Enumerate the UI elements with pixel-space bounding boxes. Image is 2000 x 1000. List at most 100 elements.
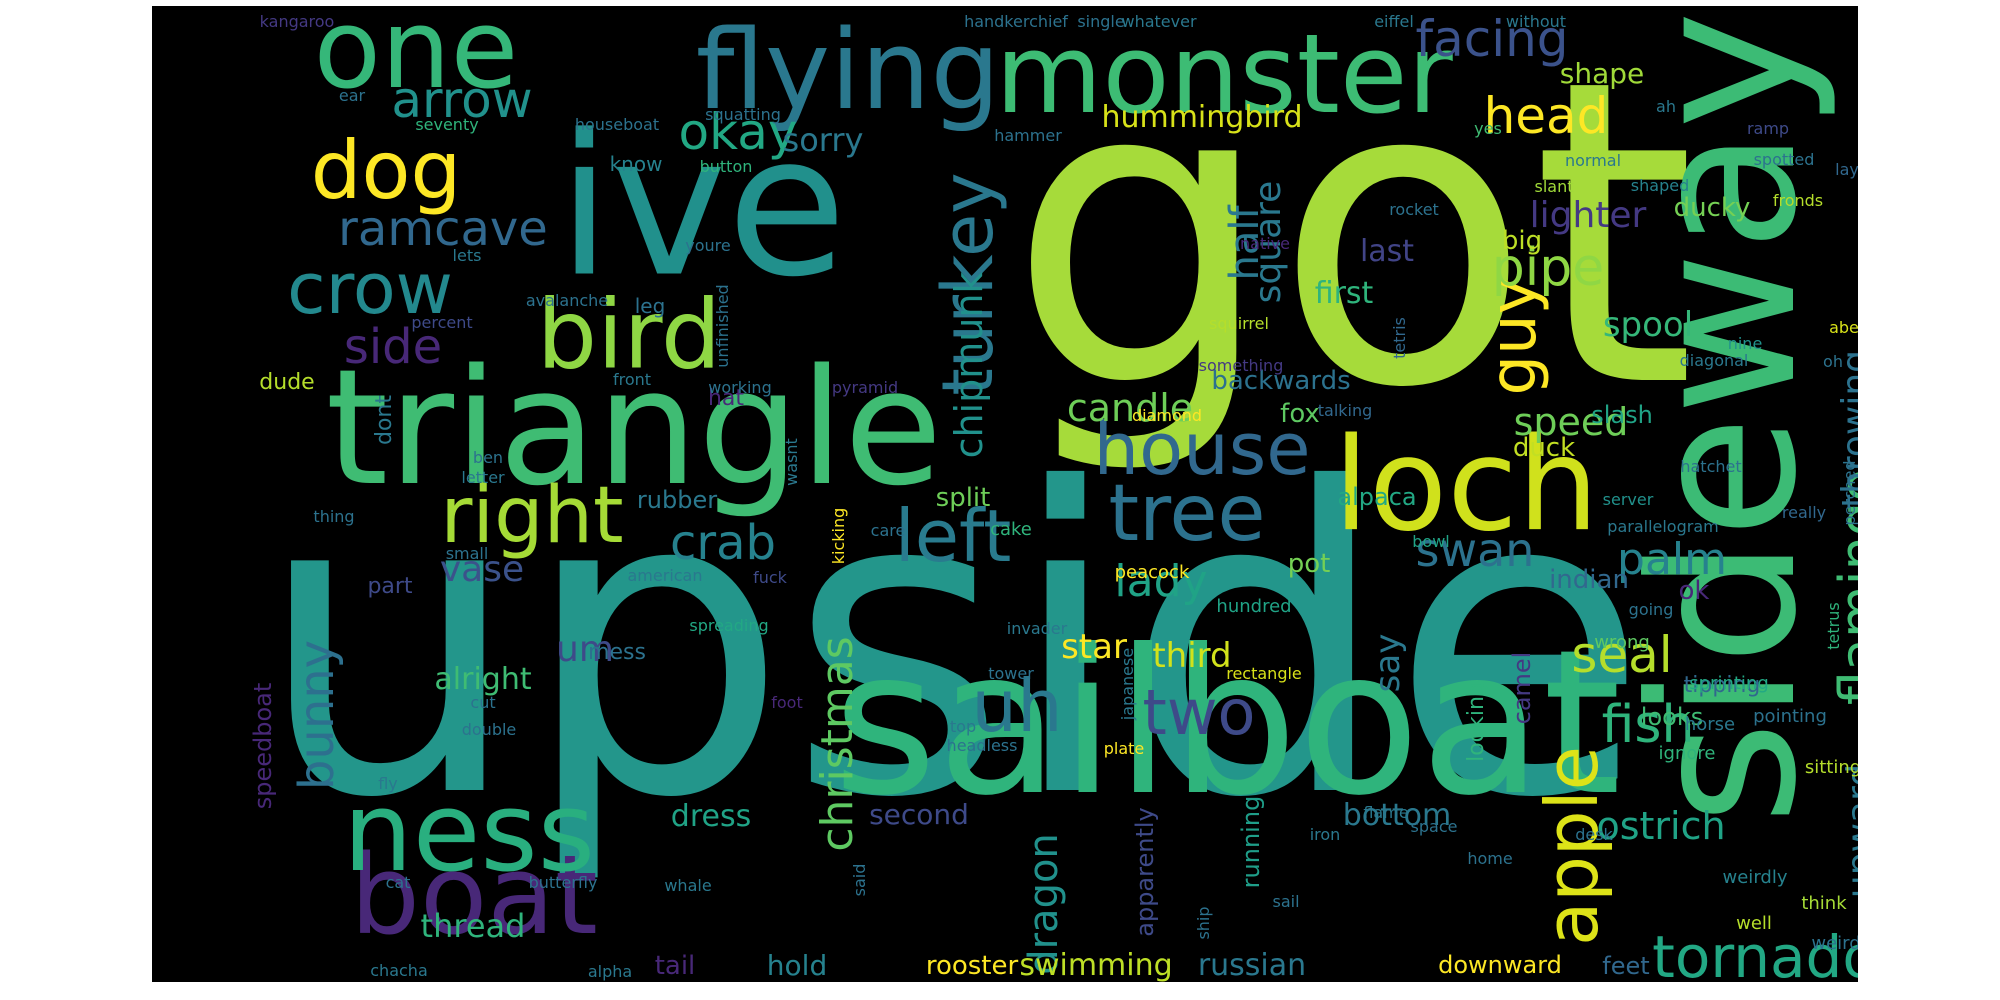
word-hatchet: hatchet <box>1680 457 1742 476</box>
word-flying: flying <box>695 6 1001 134</box>
word-bird: bird <box>536 280 722 391</box>
word-third: third <box>1152 636 1232 676</box>
word-japanese: japanese <box>1118 647 1137 721</box>
word-palm: palm <box>1617 534 1727 585</box>
word-spotted: spotted <box>1753 150 1815 169</box>
word-server: server <box>1602 490 1654 509</box>
word-native: native <box>1240 234 1290 253</box>
word-tornado: tornado <box>1652 923 1858 982</box>
word-ok: ok <box>1678 576 1710 606</box>
word-running: running <box>1237 795 1265 889</box>
word-peacock: peacock <box>1114 562 1190 583</box>
word-arrow: arrow <box>391 71 533 129</box>
word-yes: yes <box>1474 119 1502 138</box>
word-apparently: apparently <box>1131 807 1159 937</box>
word-cut: cut <box>470 693 496 712</box>
word-indian: indian <box>1549 565 1629 595</box>
word-handkerchief: handkerchief <box>964 12 1068 31</box>
word-candle: candle <box>1066 386 1194 430</box>
word-flame: flame <box>1363 803 1409 822</box>
word-bunny: bunny <box>289 639 345 791</box>
word-ah: ah <box>1656 97 1676 116</box>
word-said: said <box>850 863 869 897</box>
word-dress: dress <box>670 799 752 834</box>
word-ignore: ignore <box>1658 743 1716 764</box>
word-butterfly: butterfly <box>528 873 598 892</box>
word-chacha: chacha <box>370 961 428 980</box>
word-ear: ear <box>338 86 366 105</box>
word-mess: mess <box>588 640 646 665</box>
word-ostrich: ostrich <box>1596 804 1726 848</box>
word-nine: nine <box>1727 334 1763 353</box>
word-abe: abe <box>1829 318 1858 337</box>
word-boat: boat <box>350 831 598 959</box>
word-tetrus: tetrus <box>1824 602 1843 650</box>
word-split: split <box>935 483 991 513</box>
word-letter: letter <box>461 468 505 487</box>
word-ramp: ramp <box>1746 119 1790 138</box>
word-one: one <box>313 6 519 113</box>
word-upside: upside <box>255 401 1649 890</box>
word-fly: fly <box>378 774 398 793</box>
word-slash: slash <box>1591 401 1653 429</box>
word-weirdly: weirdly <box>1722 867 1788 888</box>
word-cat: cat <box>385 873 411 892</box>
word-say: say <box>1368 633 1408 693</box>
word-got: got <box>1007 6 1697 480</box>
word-last: last <box>1359 234 1415 269</box>
word-lets: lets <box>452 246 482 265</box>
word-first: first <box>1314 276 1374 311</box>
word-backwards: backwards <box>1211 366 1351 396</box>
word-rooster: rooster <box>925 951 1019 981</box>
word-lighter: lighter <box>1529 195 1647 236</box>
word-bowl: bowl <box>1412 532 1450 551</box>
word-tipping: tipping <box>1683 673 1761 698</box>
word-fuck: fuck <box>753 568 787 587</box>
word-duck: duck <box>1512 433 1576 463</box>
word-sail: sail <box>1272 892 1300 911</box>
word-squirrel: squirrel <box>1209 314 1269 333</box>
word-normal: normal <box>1564 151 1622 170</box>
word-front: front <box>612 370 652 389</box>
word-youre: youre <box>685 236 731 255</box>
word-talking: talking <box>1317 401 1373 420</box>
word-tetris: tetris <box>1390 317 1409 359</box>
word-swan: swan <box>1415 523 1535 577</box>
word-alpaca: alpaca <box>1337 483 1417 511</box>
word-shaped: shaped <box>1630 176 1690 195</box>
word-spreading: spreading <box>689 616 769 635</box>
word-invader: invader <box>1006 619 1068 638</box>
word-seventy: seventy <box>415 115 479 134</box>
word-head: head <box>1483 87 1609 145</box>
word-hammer: hammer <box>994 126 1062 145</box>
word-american: american <box>627 566 703 585</box>
word-spool: spool <box>1602 305 1694 345</box>
word-eiffel: eiffel <box>1374 12 1414 31</box>
word-wasnt: wasnt <box>782 438 801 486</box>
word-vase: vase <box>439 549 525 590</box>
word-slant: slant <box>1534 177 1574 196</box>
word-left: left <box>894 494 1012 578</box>
word-lay: lay <box>1835 160 1858 179</box>
word-kicking: kicking <box>829 507 848 565</box>
word-parallelogram: parallelogram <box>1607 517 1719 536</box>
word-dog: dog <box>310 124 462 217</box>
word-right: right <box>440 471 624 561</box>
word-uh: uh <box>971 664 1063 748</box>
word-dont: dont <box>372 395 397 445</box>
word-headless: headless <box>946 736 1018 755</box>
word-part: part <box>367 574 413 599</box>
word-well: well <box>1736 913 1772 934</box>
word-speed: speed <box>1513 400 1629 444</box>
word-downward: downward <box>1438 951 1562 979</box>
word-desk: desk <box>1575 825 1613 844</box>
word-feet: feet <box>1602 952 1650 980</box>
word-tree: tree <box>1108 469 1266 559</box>
word-perched: perched <box>1840 460 1858 526</box>
word-side: side <box>343 319 443 375</box>
word-hundred: hundred <box>1216 596 1292 617</box>
word-second: second <box>869 798 969 831</box>
word-fish: fish <box>1601 695 1695 755</box>
word-whatever: whatever <box>1121 12 1197 31</box>
word-lady: lady <box>1114 556 1208 607</box>
